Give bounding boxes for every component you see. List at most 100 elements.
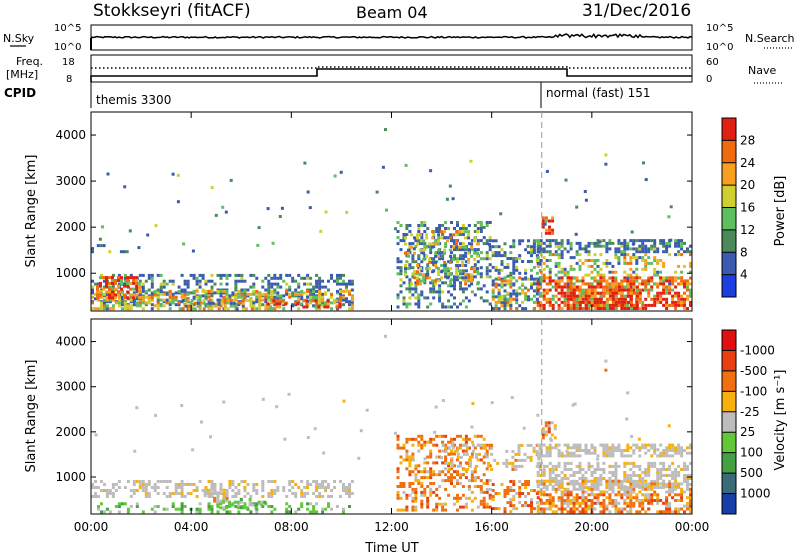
heatmap-cell [273, 291, 277, 295]
colorbar-tick-label: 24 [740, 156, 755, 170]
heatmap-cell [686, 446, 689, 450]
heatmap-cell [237, 492, 241, 495]
heatmap-cell [662, 464, 666, 468]
heatmap-cell [590, 294, 594, 298]
colorbar-tick-label: 28 [740, 133, 755, 147]
heatmap-cell [270, 282, 274, 286]
heatmap-cell [273, 507, 277, 511]
heatmap-cell [608, 270, 612, 274]
heatmap-cell [641, 288, 645, 292]
heatmap-cell [620, 493, 624, 497]
heatmap-cell [551, 253, 555, 257]
heatmap-cell [632, 504, 636, 508]
heatmap-cell [443, 251, 447, 255]
heatmap-cell [578, 241, 582, 245]
heatmap-cell [626, 477, 630, 480]
heatmap-cell [405, 227, 409, 230]
heatmap-cell [96, 293, 99, 297]
heatmap-cell [180, 289, 184, 293]
heatmap-cell [604, 162, 608, 166]
colorbar-segment [722, 252, 736, 275]
heatmap-cell [441, 470, 445, 474]
heatmap-cell [563, 464, 567, 468]
heatmap-cell [557, 303, 561, 307]
heatmap-cell [674, 253, 678, 257]
heatmap-cell [426, 296, 430, 300]
heatmap-cell [608, 291, 612, 295]
heatmap-cell [650, 288, 654, 292]
heatmap-cell [399, 508, 403, 512]
heatmap-cell [414, 496, 418, 500]
heatmap-cell [557, 276, 561, 280]
heatmap-cell [566, 510, 570, 514]
heatmap-cell [539, 493, 543, 497]
heatmap-cell [554, 487, 558, 491]
heatmap-cell [255, 510, 259, 514]
heatmap-cell [408, 493, 412, 497]
heatmap-cell [617, 490, 621, 494]
heatmap-cell [171, 492, 175, 495]
heatmap-cell [623, 270, 627, 274]
heatmap-cell [189, 492, 193, 495]
heatmap-cell [432, 287, 436, 291]
heatmap-cell [313, 427, 317, 431]
heatmap-cell [587, 273, 591, 277]
heatmap-cell [479, 272, 483, 276]
heatmap-cell [141, 282, 145, 286]
heatmap-cell [420, 221, 424, 224]
heatmap-cell [264, 295, 268, 299]
heatmap-cell [541, 225, 545, 229]
heatmap-cell [464, 251, 468, 255]
heatmap-cell [512, 483, 516, 486]
heatmap-cell [342, 298, 345, 302]
heatmap-cell [536, 485, 540, 489]
heatmap-cell [458, 230, 462, 234]
heatmap-cell [423, 296, 427, 300]
heatmap-cell [584, 282, 588, 286]
heatmap-cell [581, 300, 585, 304]
heatmap-cell [665, 449, 669, 452]
heatmap-cell [297, 273, 301, 277]
heatmap-cell [423, 457, 427, 461]
heatmap-cell [437, 242, 441, 246]
ytick-label: 4000 [55, 335, 86, 349]
heatmap-cell [303, 282, 307, 286]
heatmap-cell [620, 507, 624, 511]
heatmap-cell [548, 270, 552, 274]
heatmap-cell [342, 303, 345, 307]
xtick-label: 00:00 [74, 520, 109, 534]
heatmap-cell [581, 510, 585, 514]
heatmap-cell [536, 244, 540, 248]
heatmap-cell [171, 292, 175, 296]
heatmap-cell [638, 504, 642, 508]
heatmap-cell [381, 165, 385, 169]
heatmap-cell [117, 282, 121, 286]
heatmap-cell [538, 291, 542, 295]
heatmap-cell [650, 297, 654, 301]
heatmap-cell [264, 288, 268, 292]
heatmap-cell [264, 307, 268, 311]
heatmap-cell [686, 250, 689, 254]
heatmap-cell [530, 254, 533, 258]
heatmap-cell [686, 294, 689, 298]
heatmap-cell [557, 261, 561, 265]
heatmap-cell [578, 501, 582, 505]
heatmap-cell [596, 477, 600, 480]
heatmap-cell [184, 304, 188, 308]
heatmap-cell [435, 493, 439, 497]
heatmap-cell [689, 504, 692, 508]
heatmap-cell [213, 496, 217, 500]
heatmap-cell [222, 289, 226, 293]
heatmap-cell [641, 282, 645, 286]
heatmap-cell [644, 279, 648, 283]
heatmap-cell [281, 299, 285, 303]
heatmap-cell [578, 297, 582, 301]
heatmap-cell [236, 506, 240, 510]
heatmap-cell [102, 287, 105, 291]
heatmap-cell [261, 486, 265, 489]
heatmap-cell [141, 483, 145, 486]
heatmap-cell [565, 449, 569, 453]
heatmap-cell [644, 267, 648, 271]
heatmap-cell [536, 285, 540, 289]
